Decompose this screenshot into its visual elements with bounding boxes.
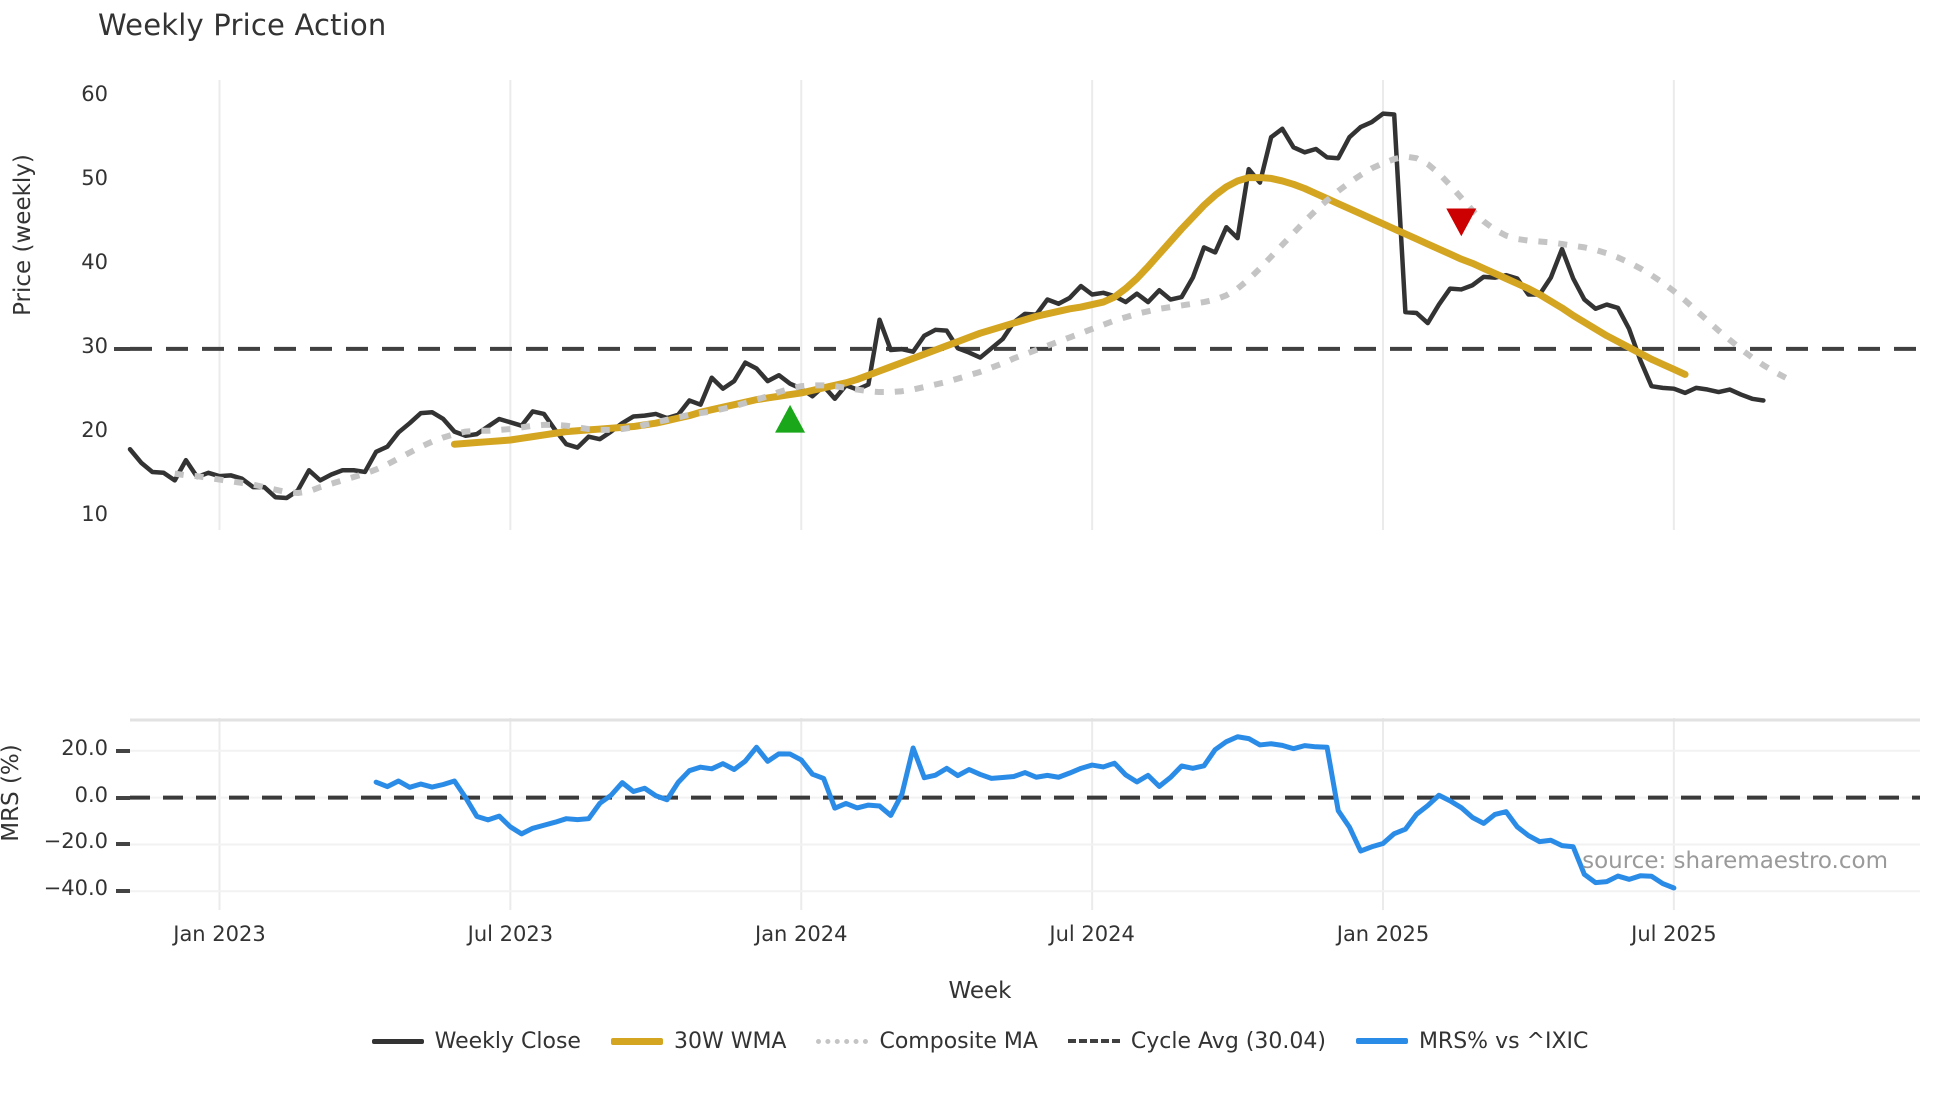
series-line-30w-wma	[450, 174, 1689, 448]
y-tick-label-price: 20	[81, 418, 108, 443]
series-line-mrs-vs-ixic	[373, 734, 1677, 891]
y-tick-label-mrs: 0.0	[74, 782, 108, 807]
y-tick-label-price: 40	[81, 250, 108, 275]
legend-label: Cycle Avg (30.04)	[1130, 1028, 1326, 1054]
legend-label: 30W WMA	[673, 1028, 787, 1054]
price-plot	[127, 80, 1920, 530]
x-axis-title: Week	[948, 978, 1012, 1004]
source-watermark: source: sharemaestro.com	[1582, 848, 1888, 874]
x-tick-label: Jan 2024	[755, 922, 848, 946]
legend-label: MRS% vs ^IXIC	[1418, 1028, 1589, 1054]
buy-signal-marker-icon	[775, 404, 806, 433]
y-axis-tick-mark	[114, 347, 130, 352]
page-title: Weekly Price Action	[98, 8, 387, 42]
x-tick-label: Jan 2025	[1336, 922, 1430, 946]
y-tick-label-mrs: −20.0	[43, 829, 108, 854]
chart-legend: Weekly Close 30W WMA Composite MA Cycle Avg…	[0, 1018, 1960, 1064]
x-tick-label: Jan 2023	[173, 922, 266, 946]
legend-label: Weekly Close	[434, 1028, 581, 1054]
y-axis-tick-mark	[116, 748, 130, 753]
y-axis-title-mrs: MRS (%)	[0, 744, 24, 842]
y-axis-tick-mark	[116, 842, 130, 847]
y-tick-label-price: 30	[81, 334, 108, 359]
mrs-plot	[130, 718, 1920, 910]
sell-signal-marker-icon	[1446, 208, 1477, 237]
y-tick-label-price: 60	[81, 81, 108, 106]
legend-item-composite-ma[interactable]: Composite MA	[816, 1028, 1038, 1054]
y-axis-tick-mark	[116, 795, 130, 800]
x-tick-label: Jul 2023	[467, 922, 554, 946]
mrs-chart-panel	[130, 718, 1920, 910]
series-line-composite-ma	[174, 153, 1788, 496]
legend-item-mrs-vs-ixic[interactable]: MRS% vs ^IXIC	[1355, 1028, 1589, 1054]
legend-label: Composite MA	[879, 1028, 1038, 1054]
y-tick-label-price: 50	[81, 165, 108, 190]
legend-item-weekly-close[interactable]: Weekly Close	[371, 1028, 581, 1054]
series-line-weekly-close	[127, 111, 1766, 501]
legend-item-cycle-avg-30-04[interactable]: Cycle Avg (30.04)	[1067, 1028, 1326, 1054]
y-tick-label-mrs: −40.0	[43, 876, 108, 901]
x-tick-label: Jul 2024	[1049, 922, 1135, 946]
y-axis-tick-mark	[116, 889, 130, 894]
y-tick-label-price: 10	[81, 502, 108, 527]
legend-item-30w-wma[interactable]: 30W WMA	[610, 1028, 787, 1054]
price-chart-panel	[127, 80, 1920, 530]
y-tick-label-mrs: 20.0	[61, 735, 108, 760]
y-axis-title-price: Price (weekly)	[10, 154, 36, 316]
x-tick-label: Jul 2025	[1631, 922, 1717, 946]
